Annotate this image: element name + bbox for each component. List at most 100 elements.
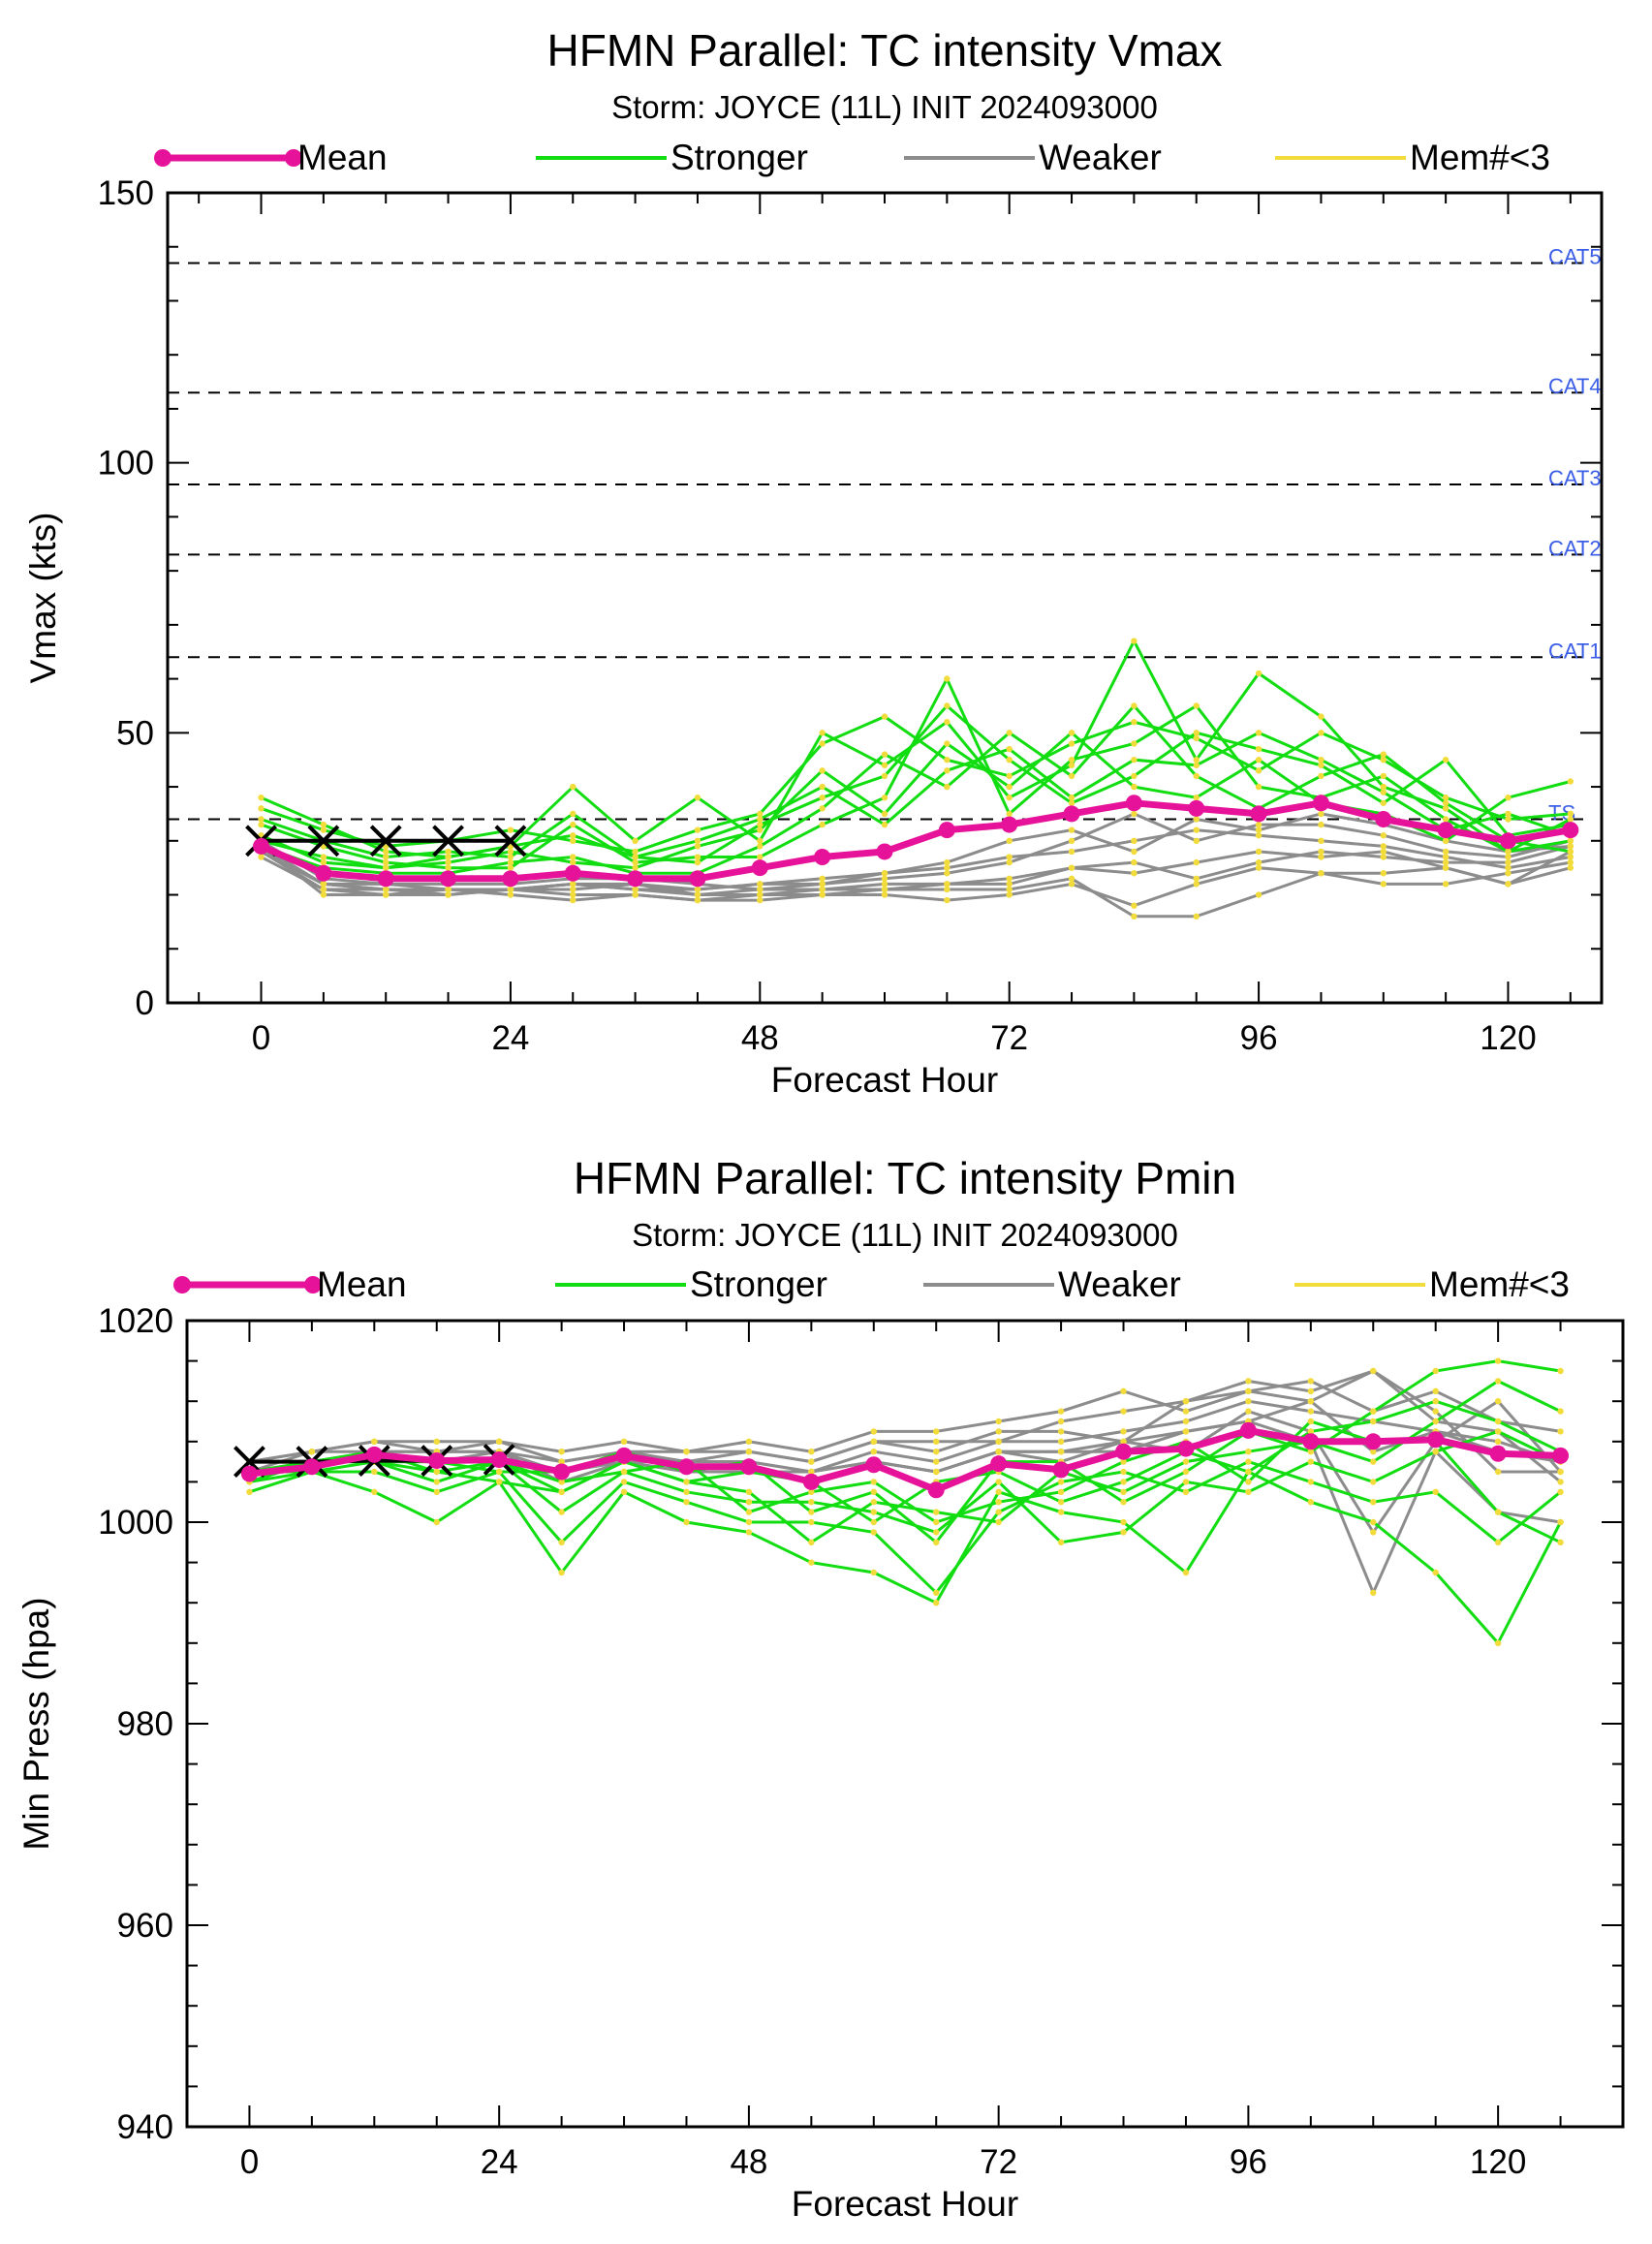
member-point xyxy=(1318,772,1325,780)
member-point xyxy=(1068,875,1075,883)
stronger-member-line xyxy=(261,675,1572,870)
member-point xyxy=(570,832,577,839)
member-point xyxy=(1182,1569,1190,1576)
member-point xyxy=(1318,810,1325,818)
member-point xyxy=(757,821,764,828)
member-point xyxy=(258,821,265,828)
y-tick-label: 50 xyxy=(116,714,154,752)
member-point xyxy=(1193,730,1200,736)
y-tick-label: 940 xyxy=(117,2108,173,2146)
member-point xyxy=(1370,1479,1377,1485)
member-point xyxy=(995,1438,1002,1446)
member-point xyxy=(433,1438,440,1446)
member-point xyxy=(632,864,639,871)
mean-point xyxy=(689,870,706,888)
member-point xyxy=(694,837,701,844)
mean-point xyxy=(303,1458,321,1476)
member-point xyxy=(819,886,826,893)
member-point xyxy=(819,821,826,828)
member-point xyxy=(944,881,951,888)
member-point xyxy=(694,858,701,866)
member-point xyxy=(632,854,639,860)
member-point xyxy=(1131,858,1138,866)
member-point xyxy=(1567,810,1574,818)
mean-point xyxy=(814,849,831,866)
member-point xyxy=(1182,1398,1190,1405)
threshold-label: CAT3 xyxy=(1548,466,1602,490)
member-point xyxy=(819,767,826,774)
x-tick-label: 48 xyxy=(730,2143,767,2181)
member-point xyxy=(1120,1428,1127,1435)
member-point xyxy=(1567,858,1574,866)
mean-point xyxy=(627,870,644,888)
member-point xyxy=(808,1468,815,1476)
member-point xyxy=(570,837,577,844)
member-point xyxy=(1131,757,1138,764)
member-point xyxy=(881,886,888,893)
member-point xyxy=(1131,772,1138,780)
member-point xyxy=(1307,1479,1315,1485)
member-point xyxy=(1120,1479,1127,1485)
member-point xyxy=(1494,1398,1502,1405)
mean-point xyxy=(677,1458,695,1476)
member-point xyxy=(632,891,639,898)
member-point xyxy=(881,870,888,877)
member-point xyxy=(1380,772,1387,780)
member-point xyxy=(881,891,888,898)
mean-point xyxy=(1052,1461,1070,1479)
member-point xyxy=(558,1569,565,1576)
legend-label: Mean xyxy=(297,138,388,177)
member-point xyxy=(808,1509,815,1515)
member-point xyxy=(933,1458,940,1465)
member-point xyxy=(1131,837,1138,844)
member-point xyxy=(944,886,951,893)
mean-point xyxy=(1312,795,1329,812)
member-point xyxy=(1255,832,1262,839)
member-point xyxy=(383,891,390,898)
member-point xyxy=(383,848,390,856)
legend-marker xyxy=(304,1276,322,1293)
mean-point xyxy=(1188,799,1205,817)
member-point xyxy=(320,826,327,833)
member-point xyxy=(1068,799,1075,806)
member-point xyxy=(1182,1479,1190,1485)
member-point xyxy=(808,1458,815,1465)
member-point xyxy=(1131,638,1138,644)
member-point xyxy=(620,1468,628,1476)
x-tick-label: 48 xyxy=(741,1019,779,1057)
member-point xyxy=(870,1509,877,1515)
mean-point xyxy=(1562,822,1579,839)
member-point xyxy=(1307,1408,1315,1415)
member-point xyxy=(433,1488,440,1496)
member-point xyxy=(808,1449,815,1455)
member-point xyxy=(1245,1468,1252,1476)
member-point xyxy=(944,864,951,871)
member-point xyxy=(371,1438,378,1446)
member-point xyxy=(433,1479,440,1485)
member-point xyxy=(1255,745,1262,753)
legend-label: Stronger xyxy=(670,138,808,177)
member-point xyxy=(1255,826,1262,833)
member-point xyxy=(1057,1408,1065,1415)
member-point xyxy=(1432,1387,1439,1395)
member-point xyxy=(320,886,327,893)
y-tick-label: 960 xyxy=(117,1907,173,1945)
member-point xyxy=(632,886,639,893)
member-point xyxy=(320,821,327,828)
mean-point xyxy=(490,1451,508,1469)
y-tick-label: 1000 xyxy=(98,1504,173,1542)
member-point xyxy=(1068,795,1075,801)
member-point xyxy=(1505,870,1512,877)
member-point xyxy=(1567,864,1574,871)
member-point xyxy=(870,1428,877,1435)
member-point xyxy=(1370,1408,1377,1415)
member-point xyxy=(632,837,639,844)
member-point xyxy=(320,858,327,866)
member-point xyxy=(570,810,577,818)
member-point xyxy=(933,1518,940,1526)
member-point xyxy=(1131,810,1138,818)
member-point xyxy=(1193,772,1200,780)
member-point xyxy=(870,1488,877,1496)
member-point xyxy=(1182,1458,1190,1465)
member-point xyxy=(881,762,888,768)
